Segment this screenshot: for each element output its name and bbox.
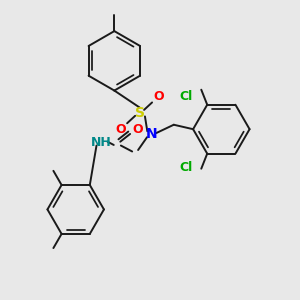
Text: Cl: Cl <box>179 161 192 174</box>
Text: N: N <box>146 127 157 141</box>
Text: O: O <box>154 90 164 103</box>
Text: S: S <box>135 106 145 120</box>
Text: Cl: Cl <box>179 90 192 103</box>
Text: O: O <box>116 123 126 136</box>
Text: NH: NH <box>91 136 111 149</box>
Text: O: O <box>133 123 143 136</box>
